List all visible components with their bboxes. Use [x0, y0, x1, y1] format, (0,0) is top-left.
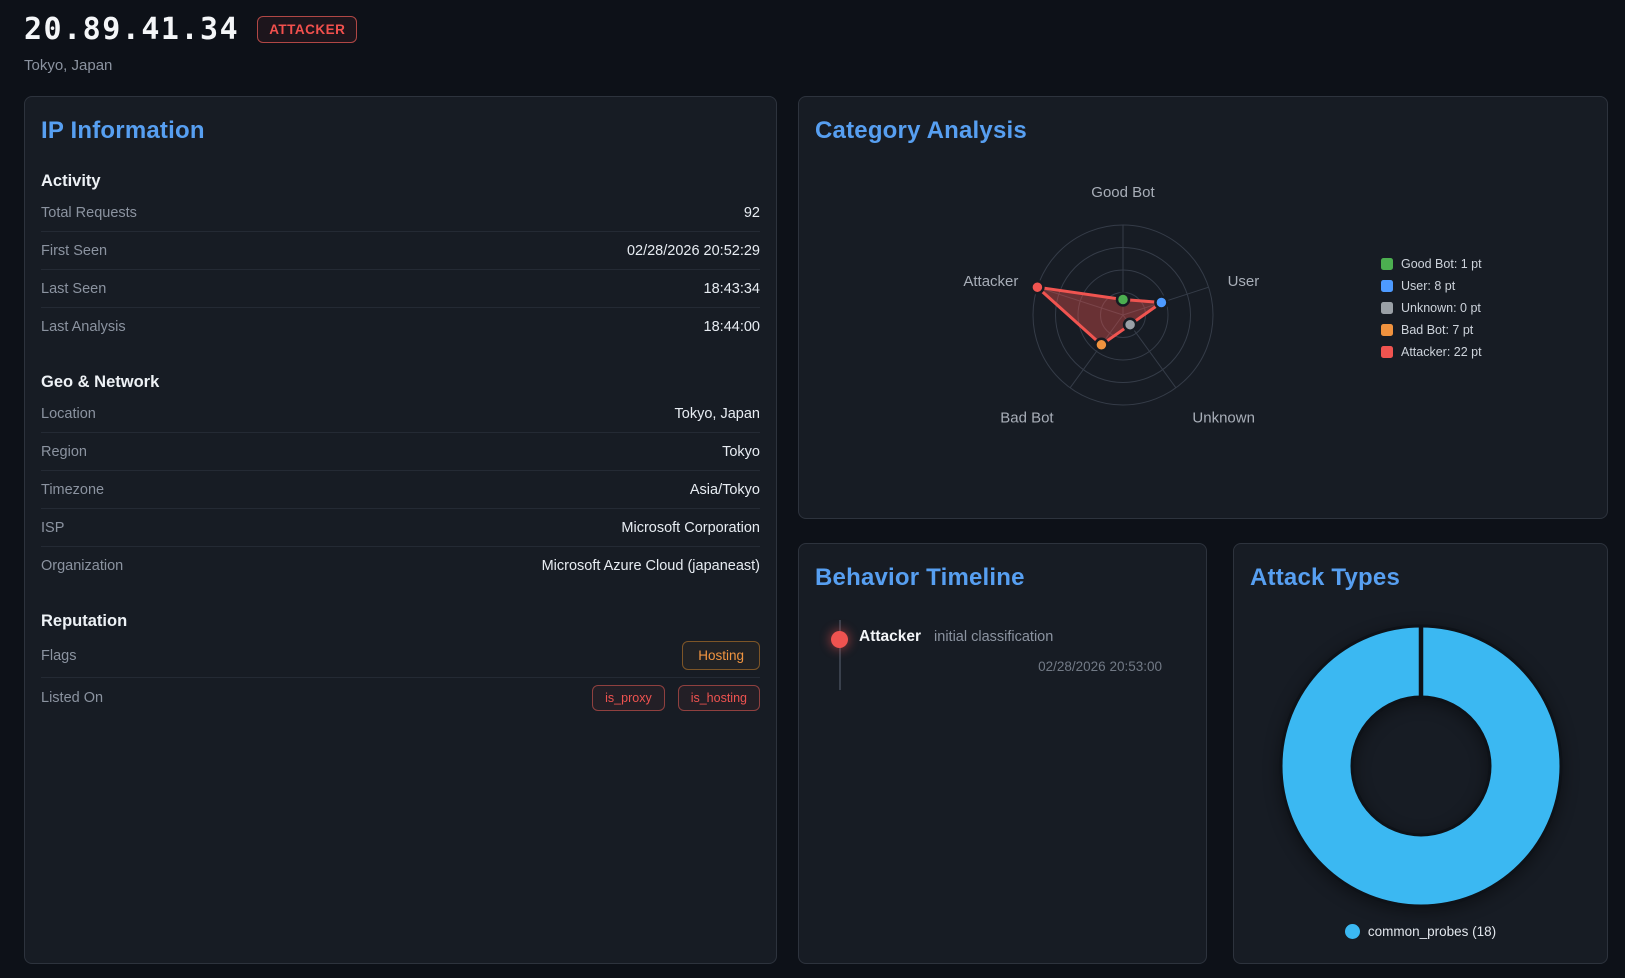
legend-label: Attacker: 22 pt: [1401, 344, 1482, 359]
legend-swatch: [1381, 279, 1393, 292]
row-label: Region: [41, 443, 87, 460]
header-title-row: 20.89.41.34 ATTACKER: [24, 12, 358, 47]
category-radar-legend: Good Bot: 1 pt User: 8 pt Unknown: 0 pt Bad…: [1381, 249, 1513, 367]
timeline-event-timestamp: 02/28/2026 20:53:00: [1038, 659, 1162, 674]
row-value: Tokyo, Japan: [674, 405, 760, 422]
timeline-dot: [831, 631, 848, 648]
category-analysis-title: Category Analysis: [815, 117, 1027, 144]
legend-swatch: [1381, 345, 1393, 358]
radar-svg: Good Bot User Unknown Bad Bot Attacker: [963, 184, 1260, 427]
legend-label: Good Bot: 1 pt: [1401, 256, 1482, 271]
info-row: Last Seen 18:43:34: [41, 270, 760, 308]
classification-badge: ATTACKER: [257, 16, 358, 43]
info-row: Location Tokyo, Japan: [41, 395, 760, 433]
legend-item: Good Bot: 1 pt: [1381, 257, 1513, 271]
row-value: Microsoft Corporation: [621, 519, 760, 536]
section-heading: Activity: [41, 172, 101, 190]
legend-item: Bad Bot: 7 pt: [1381, 323, 1513, 337]
legend-swatch: [1381, 301, 1393, 314]
donut-svg: [1279, 624, 1562, 908]
section-heading: Reputation: [41, 612, 128, 630]
section-rows: Total Requests 92 First Seen 02/28/2026 20:…: [41, 194, 760, 346]
info-row: Region Tokyo: [41, 433, 760, 471]
behavior-timeline-panel: Behavior Timeline Attacker initial classi…: [798, 543, 1207, 964]
svg-text:Attacker: Attacker: [963, 273, 1018, 290]
behavior-timeline-title: Behavior Timeline: [815, 564, 1025, 591]
category-radar-chart: Good Bot User Unknown Bad Bot Attacker: [893, 155, 1353, 460]
category-analysis-body: Good Bot User Unknown Bad Bot Attacker Good …: [815, 155, 1591, 460]
row-label: Location: [41, 405, 96, 422]
badge-Hosting: Hosting: [682, 641, 760, 670]
legend-swatch: [1381, 257, 1393, 270]
info-row: Listed On is_proxy is_hosting: [41, 678, 760, 718]
legend-label: common_probes (18): [1367, 924, 1497, 939]
legend-item: Unknown: 0 pt: [1381, 301, 1513, 315]
row-value: Microsoft Azure Cloud (japaneast): [541, 558, 760, 574]
section-heading: Geo & Network: [41, 373, 160, 391]
info-row: Flags Hosting: [41, 634, 760, 678]
timeline-event: Attacker initial classification 02/28/2026…: [815, 620, 1190, 690]
row-value: Asia/Tokyo: [689, 481, 760, 498]
ip-information-title: IP Information: [41, 117, 205, 144]
ip-information-panel: IP Information Activity Total Requests 92 F…: [24, 96, 777, 964]
row-value: Tokyo: [722, 443, 760, 460]
legend-dot: [1344, 924, 1360, 939]
timeline-line: [839, 620, 841, 690]
row-label: First Seen: [41, 242, 108, 259]
row-value: 02/28/2026 20:52:29: [626, 242, 760, 259]
timeline-event-category: Attacker: [859, 628, 922, 645]
badge-is_proxy: is_proxy: [592, 685, 665, 711]
svg-text:Bad Bot: Bad Bot: [1000, 410, 1054, 427]
attack-types-title: Attack Types: [1250, 564, 1401, 591]
row-label: Last Seen: [41, 280, 107, 297]
row-value: 18:43:34: [703, 280, 760, 297]
legend-label: Unknown: 0 pt: [1401, 300, 1481, 315]
svg-text:Unknown: Unknown: [1192, 410, 1255, 427]
timeline-event-head: Attacker initial classification: [859, 628, 1190, 646]
attack-types-panel: Attack Types common_probes (18): [1233, 543, 1608, 964]
page-header: 20.89.41.34 ATTACKER Tokyo, Japan: [24, 12, 358, 74]
row-label: Last Analysis: [41, 319, 126, 335]
info-row: Total Requests 92: [41, 194, 760, 232]
row-value: 18:44:00: [703, 319, 760, 335]
info-row: First Seen 02/28/2026 20:52:29: [41, 232, 760, 270]
svg-text:Good Bot: Good Bot: [1091, 184, 1155, 201]
row-label: ISP: [41, 519, 65, 536]
row-label: Flags: [41, 647, 77, 664]
info-row: ISP Microsoft Corporation: [41, 509, 760, 547]
ip-address: 20.89.41.34: [24, 12, 240, 47]
category-analysis-panel: Category Analysis Good Bot User Unknown Bad…: [798, 96, 1608, 519]
attack-types-legend: common_probes (18): [1250, 924, 1591, 939]
row-label: Listed On: [41, 690, 104, 706]
badge-is_hosting: is_hosting: [677, 685, 760, 711]
attack-types-donut-chart: [1250, 620, 1591, 912]
row-label: Timezone: [41, 481, 105, 498]
header-location: Tokyo, Japan: [24, 57, 113, 74]
legend-item: Attacker: 22 pt: [1381, 345, 1513, 359]
row-label: Organization: [41, 558, 124, 574]
svg-text:User: User: [1228, 273, 1260, 290]
behavior-timeline-events: Attacker initial classification 02/28/2026…: [815, 620, 1190, 690]
info-row: Last Analysis 18:44:00: [41, 308, 760, 346]
row-value: 92: [743, 204, 760, 221]
section-rows: Location Tokyo, Japan Region Tokyo Timezone A…: [41, 395, 760, 585]
section-rows: Flags Hosting Listed On is_proxy is_hosting: [41, 634, 760, 718]
row-badges: is_proxy is_hosting: [592, 678, 760, 718]
ip-information-sections: Activity Total Requests 92 First Seen 02/28/…: [41, 172, 760, 718]
legend-swatch: [1381, 323, 1393, 336]
info-row: Organization Microsoft Azure Cloud (japan…: [41, 547, 760, 585]
legend-label: User: 8 pt: [1401, 278, 1456, 293]
row-badges: Hosting: [682, 634, 760, 677]
timeline-event-description: initial classification: [934, 629, 1054, 645]
info-row: Timezone Asia/Tokyo: [41, 471, 760, 509]
legend-item: User: 8 pt: [1381, 279, 1513, 293]
row-label: Total Requests: [41, 204, 137, 221]
legend-label: Bad Bot: 7 pt: [1401, 322, 1474, 337]
